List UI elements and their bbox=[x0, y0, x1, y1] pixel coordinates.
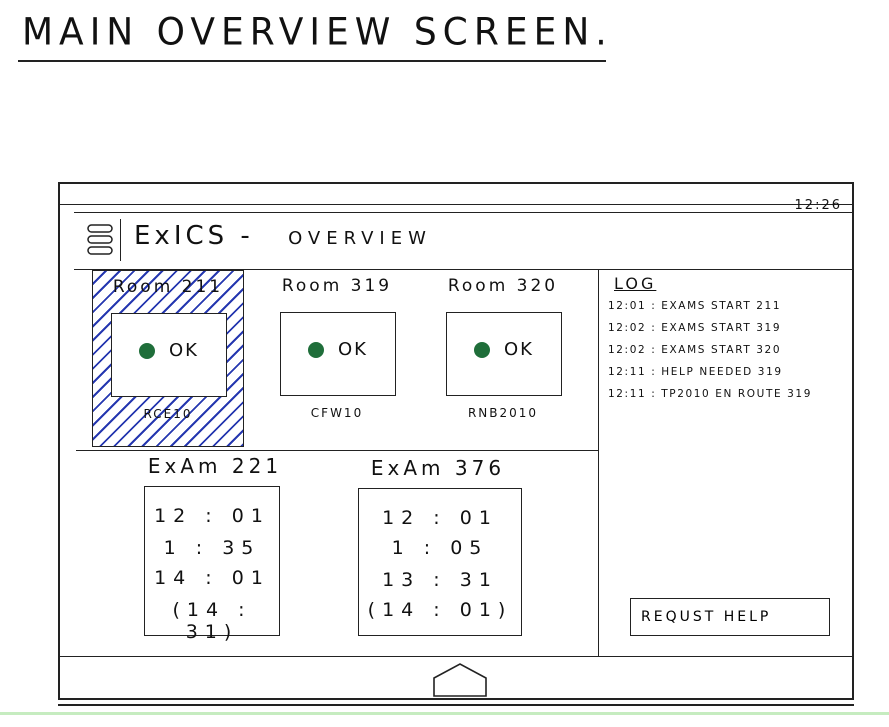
footer-divider bbox=[60, 656, 852, 657]
exam-label: ExAm 221 bbox=[147, 454, 283, 478]
exam-label: ExAm 376 bbox=[370, 456, 506, 480]
log-panel: LOG 12:01 : EXAMS START 211 12:02 : EXAM… bbox=[608, 270, 844, 650]
room-code: RNB2010 bbox=[467, 406, 539, 420]
exam-start-time: 12 : 01 bbox=[382, 507, 498, 529]
room-card-319[interactable]: Room 319 OK CFW10 bbox=[262, 270, 412, 445]
app-title: ExICS - OVERVIEW bbox=[134, 221, 432, 251]
log-divider bbox=[598, 270, 599, 656]
room-status-box[interactable]: OK bbox=[280, 312, 396, 396]
exam-card-221[interactable]: ExAm 221 12 : 01 1 : 35 14 : 01 (14 : 31… bbox=[140, 454, 320, 644]
app-title-main: ExICS - bbox=[134, 221, 254, 251]
menu-button[interactable] bbox=[82, 219, 121, 261]
exam-end-time: 13 : 31 bbox=[382, 569, 498, 591]
room-status-text: OK bbox=[169, 340, 199, 361]
home-icon bbox=[433, 663, 487, 697]
room-code: RCE10 bbox=[143, 407, 193, 421]
bottom-strip bbox=[0, 712, 889, 715]
log-entry: 12:11 : TP2010 EN ROUTE 319 bbox=[608, 388, 812, 400]
app-header: ExICS - OVERVIEW bbox=[74, 212, 852, 270]
device-bottom-edge bbox=[58, 704, 854, 706]
title-underline bbox=[18, 60, 606, 62]
device-frame: 12:26 ExICS - OVERVIEW Room 211 OK RCE10 bbox=[58, 182, 854, 700]
room-label: Room 211 bbox=[112, 277, 224, 297]
log-entry: 12:01 : EXAMS START 211 bbox=[608, 300, 782, 312]
log-title: LOG bbox=[614, 274, 657, 293]
exam-times-box: 12 : 01 1 : 35 14 : 01 (14 : 31) bbox=[144, 486, 280, 643]
home-button[interactable] bbox=[430, 662, 490, 698]
exam-start-time: 12 : 01 bbox=[154, 505, 270, 527]
app-title-sub: OVERVIEW bbox=[288, 228, 432, 249]
status-bar: 12:26 bbox=[60, 184, 852, 213]
room-status-text: OK bbox=[504, 339, 534, 360]
room-code: CFW10 bbox=[310, 406, 364, 420]
exam-elapsed-time: 1 : 05 bbox=[391, 537, 489, 559]
exam-times-box: 12 : 01 1 : 05 13 : 31 (14 : 01) bbox=[358, 488, 522, 636]
page-title: MAIN OVERVIEW SCREEN. bbox=[22, 10, 613, 55]
status-ok-icon bbox=[474, 342, 490, 358]
room-status-box[interactable]: OK bbox=[111, 313, 227, 397]
room-status-box[interactable]: OK bbox=[446, 312, 562, 396]
log-entry: 12:02 : EXAMS START 320 bbox=[608, 344, 782, 356]
exam-end-time: 14 : 01 bbox=[154, 567, 270, 589]
room-card-320[interactable]: Room 320 OK RNB2010 bbox=[428, 270, 578, 445]
status-ok-icon bbox=[139, 343, 155, 359]
rooms-pane: Room 211 OK RCE10 Room 319 OK CFW10 Room… bbox=[76, 270, 596, 450]
room-label: Room 319 bbox=[281, 276, 393, 296]
room-label: Room 320 bbox=[447, 276, 559, 296]
log-entry: 12:02 : EXAMS START 319 bbox=[608, 322, 782, 334]
hamburger-icon bbox=[87, 224, 113, 255]
exam-elapsed-time: 1 : 35 bbox=[163, 537, 261, 559]
request-help-button[interactable]: REQUST HELP bbox=[630, 598, 830, 636]
exam-card-376[interactable]: ExAm 376 12 : 01 1 : 05 13 : 31 (14 : 01… bbox=[354, 456, 534, 646]
clock: 12:26 bbox=[794, 198, 842, 213]
room-status-text: OK bbox=[338, 339, 368, 360]
section-divider bbox=[76, 450, 598, 451]
exam-extended-end-time: (14 : 01) bbox=[367, 599, 513, 621]
room-card-211[interactable]: Room 211 OK RCE10 bbox=[92, 270, 244, 447]
status-ok-icon bbox=[308, 342, 324, 358]
exam-extended-end-time: (14 : 31) bbox=[172, 599, 252, 643]
log-entry: 12:11 : HELP NEEDED 319 bbox=[608, 366, 783, 378]
